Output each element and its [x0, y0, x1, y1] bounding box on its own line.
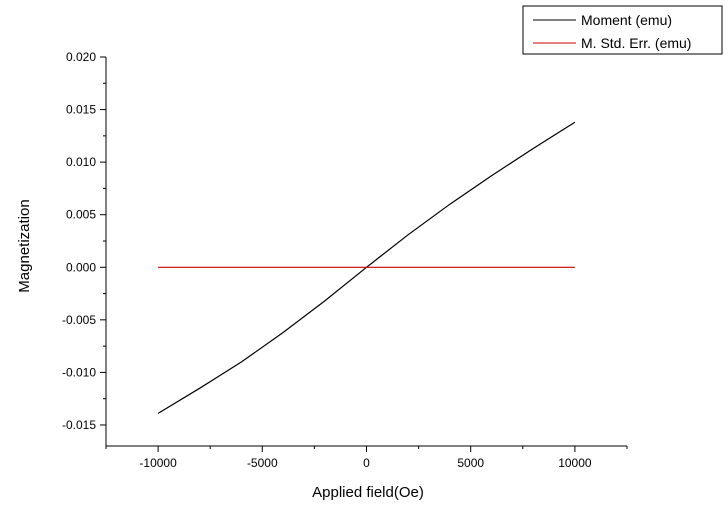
legend-box — [522, 5, 723, 55]
plot-area: -10000 -5000 0 5000 10000 -0.015 -0.010 -0.005… — [62, 50, 628, 470]
y-tick-label: 0.015 — [66, 103, 96, 117]
x-tick-label: 0 — [363, 456, 370, 470]
series-layer — [157, 121, 576, 414]
y-axis-label: Magnetization — [16, 199, 33, 292]
y-tick-label: -0.015 — [62, 418, 96, 432]
y-tick-label: 0.005 — [66, 208, 96, 222]
y-tick-label: 0.010 — [66, 155, 96, 169]
legend-label-std-err: M. Std. Err. (emu) — [581, 35, 691, 51]
legend: Moment (emu) M. Std. Err. (emu) — [522, 5, 723, 55]
x-axis-label: Applied field(Oe) — [312, 484, 424, 501]
y-axis-ticks: -0.015 -0.010 -0.005 0.000 0.005 0.010 0.015 0.… — [62, 50, 106, 432]
x-tick-label: 5000 — [457, 456, 484, 470]
x-axis-ticks: -10000 -5000 0 5000 10000 — [105, 446, 628, 470]
x-tick-label: -5000 — [247, 456, 278, 470]
y-tick-label: 0.000 — [66, 260, 96, 274]
x-tick-label: -10000 — [139, 456, 177, 470]
x-tick-label: 10000 — [558, 456, 592, 470]
y-tick-label: -0.005 — [62, 313, 96, 327]
legend-label-moment: Moment (emu) — [581, 12, 672, 28]
y-tick-label: -0.010 — [62, 365, 96, 379]
y-tick-label: 0.020 — [66, 50, 96, 64]
